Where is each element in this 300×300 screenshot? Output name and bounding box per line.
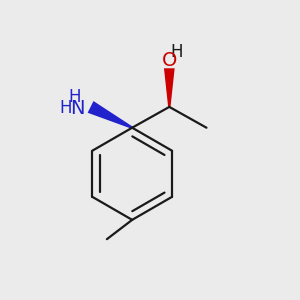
Text: N: N xyxy=(70,99,84,118)
Polygon shape xyxy=(88,101,133,129)
Text: H: H xyxy=(59,99,71,117)
Text: H: H xyxy=(170,43,183,61)
Text: H: H xyxy=(68,88,80,106)
Polygon shape xyxy=(164,68,175,107)
Text: O: O xyxy=(162,51,177,70)
